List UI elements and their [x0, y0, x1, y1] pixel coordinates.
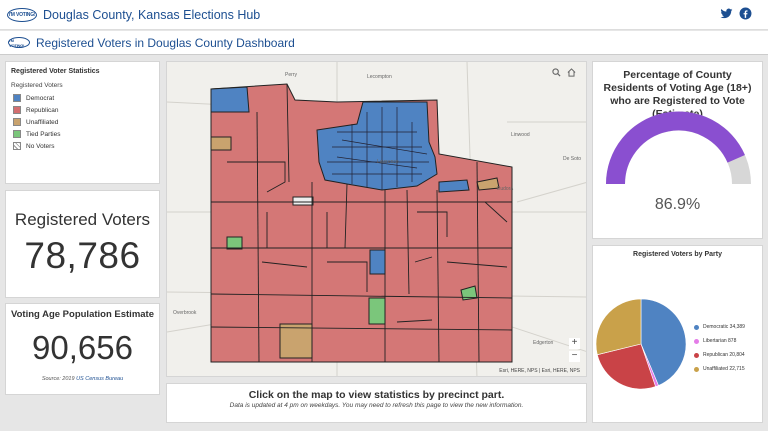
footer-subtitle: Data is updated at 4 pm on weekdays. You…	[229, 402, 524, 409]
party-legend-label: Republican 20,804	[703, 352, 745, 358]
zoom-out-button[interactable]: −	[569, 351, 580, 362]
legend-item-unaffiliated: Unaffiliated	[13, 118, 58, 126]
search-icon[interactable]	[552, 68, 561, 77]
south-democrat-precinct[interactable]	[369, 249, 386, 275]
lawrence-precinct-boundaries	[327, 107, 429, 190]
place-label-lecompton: Lecompton	[367, 74, 392, 80]
libertarian-dot	[694, 338, 699, 344]
unaffiliated-precinct-south[interactable]	[279, 323, 313, 359]
place-label-eudora: Eudora	[497, 186, 513, 192]
dashboard-title: Registered Voters in Douglas County Dash…	[36, 35, 295, 50]
percentage-value: 86.9%	[654, 196, 701, 213]
registered-voters-value: 78,786	[24, 235, 141, 276]
registered-voters-panel: Registered Voters 78,786	[5, 190, 160, 298]
population-value: 90,656	[32, 329, 133, 366]
tied-precinct-east[interactable]	[460, 285, 478, 301]
legend-label: Democrat	[26, 94, 55, 102]
place-label-lawrence: Lawrence	[377, 159, 399, 165]
east-democrat-precinct[interactable]	[438, 179, 470, 193]
im-voting-logo-small: I'M VOTING!	[8, 37, 30, 48]
tied-precinct-west[interactable]	[226, 236, 243, 250]
legend-item-tied: Tied Parties	[13, 130, 60, 138]
legend-label: Unaffiliated	[26, 118, 59, 126]
party-legend-label: Unaffiliated 22,715	[703, 366, 745, 372]
republican-swatch	[13, 106, 21, 114]
party-chart-panel: Registered Voters by Party Democratic 34…	[592, 245, 763, 423]
precinct-boundaries	[210, 83, 513, 363]
place-label-linwood: Linwood	[511, 132, 530, 138]
party-pie-chart	[595, 298, 687, 390]
percentage-gauge	[606, 111, 751, 185]
party-chart-title: Registered Voters by Party	[633, 251, 722, 258]
unaffiliated-precinct-east[interactable]	[476, 177, 500, 191]
north-democrat-precinct[interactable]	[210, 86, 250, 113]
registered-voters-label: Registered Voters	[14, 210, 151, 229]
party-legend-unaffiliated: Unaffiliated 22,715	[694, 366, 745, 372]
unaffiliated-precinct-west[interactable]	[210, 136, 232, 151]
home-icon[interactable]	[567, 68, 576, 77]
population-source: Source: 2019 US Census Bureau	[6, 376, 159, 382]
legend-item-democrat: Democrat	[13, 94, 54, 102]
republican-dot	[694, 352, 699, 358]
footer-panel: Click on the map to view statistics by p…	[166, 383, 587, 423]
legend-title: Registered Voter Statistics	[11, 68, 100, 75]
footer-title: Click on the map to view statistics by p…	[248, 389, 505, 401]
precinct-map[interactable]: Perry Lecompton Linwood De Soto Eudora O…	[167, 62, 587, 377]
im-voting-logo[interactable]: I'M VOTING!	[7, 7, 37, 22]
source-prefix: Source: 2019	[41, 376, 75, 382]
population-panel: Voting Age Population Estimate 90,656 So…	[5, 303, 160, 395]
twitter-icon[interactable]	[720, 7, 733, 20]
tied-precinct-south[interactable]	[368, 297, 386, 325]
legend-panel: Registered Voter Statistics Registered V…	[5, 61, 160, 184]
percentage-panel: Percentage of County Residents of Voting…	[592, 61, 763, 239]
map-attribution: Esri, HERE, NPS | Esri, HERE, NPS	[499, 368, 580, 374]
no-voters-swatch	[13, 142, 21, 150]
place-label-edgerton: Edgerton	[533, 340, 554, 346]
population-label: Voting Age Population Estimate	[10, 309, 155, 320]
legend-label: Tied Parties	[26, 130, 61, 138]
unaffiliated-dot	[694, 366, 699, 372]
party-legend-republican: Republican 20,804	[694, 352, 745, 358]
party-legend-label: Libertarian 878	[703, 338, 737, 344]
legend-item-no-voters: No Voters	[13, 142, 55, 150]
legend-item-republican: Republican	[13, 106, 59, 114]
dashboard-header: I'M VOTING! Registered Voters in Douglas…	[0, 31, 768, 55]
legend-label: No Voters	[26, 142, 55, 150]
map-panel[interactable]: Perry Lecompton Linwood De Soto Eudora O…	[166, 61, 587, 377]
party-legend-democratic: Democratic 34,389	[694, 324, 745, 330]
top-bar: I'M VOTING! Douglas County, Kansas Elect…	[0, 0, 768, 30]
legend-subtitle: Registered Voters	[11, 82, 63, 89]
legend-label: Republican	[26, 106, 59, 114]
facebook-icon[interactable]	[739, 7, 752, 20]
place-label-desoto: De Soto	[563, 156, 581, 162]
zoom-in-button[interactable]: +	[569, 338, 580, 349]
democratic-dot	[694, 324, 699, 330]
party-legend-libertarian: Libertarian 878	[694, 338, 736, 344]
democrat-swatch	[13, 94, 21, 102]
hub-title[interactable]: Douglas County, Kansas Elections Hub	[43, 7, 261, 22]
place-label-perry: Perry	[285, 72, 297, 78]
no-voters-precinct[interactable]	[292, 196, 314, 206]
pie-slice-democratic[interactable]	[640, 298, 687, 386]
pie-slice-republican[interactable]	[596, 343, 656, 390]
tied-swatch	[13, 130, 21, 138]
unaffiliated-swatch	[13, 118, 21, 126]
pie-slice-unaffiliated[interactable]	[595, 298, 642, 356]
gauge-fill	[606, 111, 745, 185]
party-legend-label: Democratic 34,389	[703, 324, 745, 330]
place-label-overbrook: Overbrook	[173, 310, 197, 316]
county-republican-area[interactable]	[210, 83, 513, 363]
census-link[interactable]: US Census Bureau	[76, 376, 124, 382]
